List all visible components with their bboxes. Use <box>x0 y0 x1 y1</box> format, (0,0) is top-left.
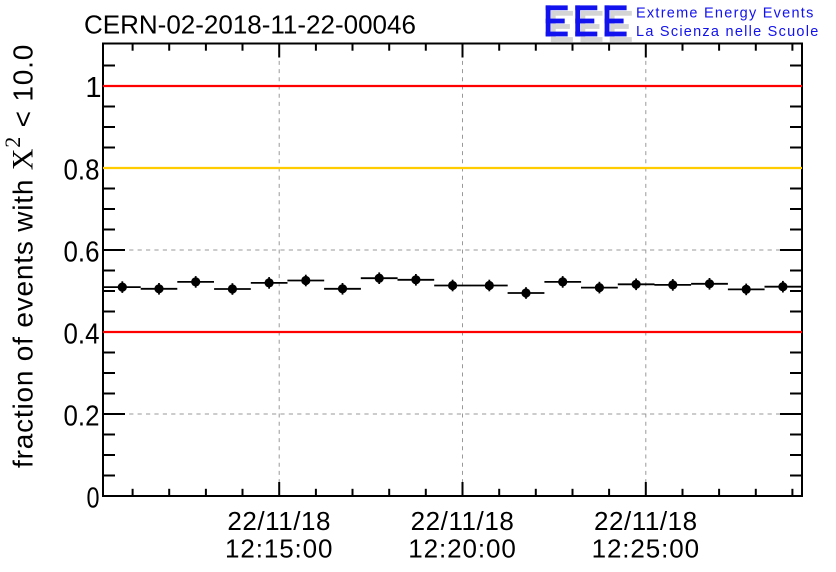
svg-text:fraction of events with X2 < 1: fraction of events with X2 < 10.0 <box>0 44 40 468</box>
svg-text:0.2: 0.2 <box>64 401 100 433</box>
svg-text:22/11/18: 22/11/18 <box>594 506 698 536</box>
svg-text:0.6: 0.6 <box>64 237 100 269</box>
svg-text:0: 0 <box>87 483 100 515</box>
svg-text:La Scienza nelle Scuole: La Scienza nelle Scuole <box>636 24 820 40</box>
svg-text:12:20:00: 12:20:00 <box>408 534 516 564</box>
svg-text:12:25:00: 12:25:00 <box>592 534 700 564</box>
svg-text:0.4: 0.4 <box>64 319 100 351</box>
svg-text:22/11/18: 22/11/18 <box>227 506 331 536</box>
svg-text:Extreme Energy Events: Extreme Energy Events <box>636 5 815 21</box>
svg-text:1: 1 <box>85 72 101 104</box>
svg-text:CERN-02-2018-11-22-00046: CERN-02-2018-11-22-00046 <box>84 10 416 40</box>
svg-text:0.8: 0.8 <box>64 155 100 187</box>
svg-text:22/11/18: 22/11/18 <box>411 506 515 536</box>
svg-text:12:15:00: 12:15:00 <box>225 534 333 564</box>
